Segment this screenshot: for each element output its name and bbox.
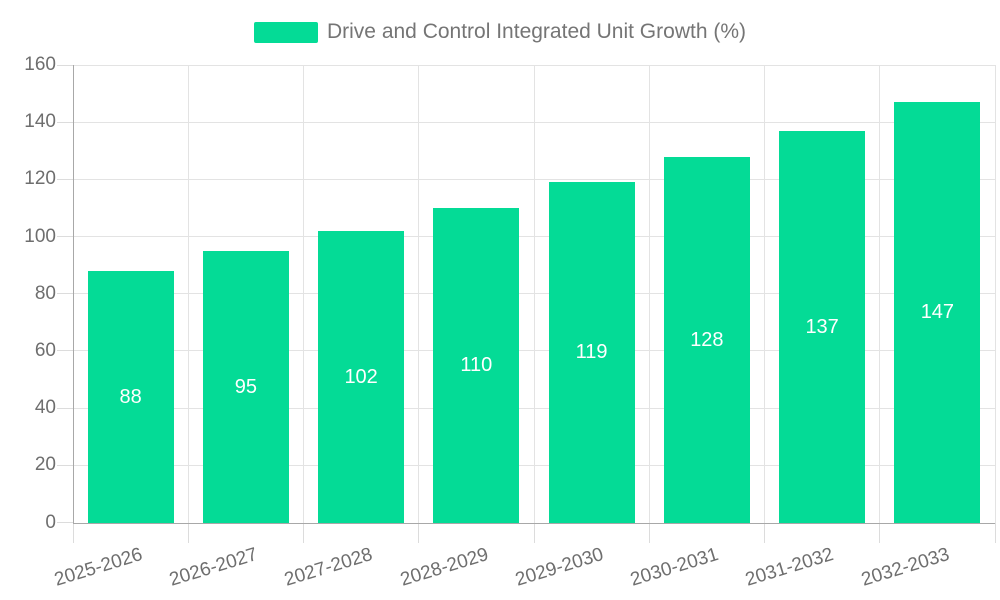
x-axis-line xyxy=(73,522,995,524)
y-axis-tick xyxy=(57,350,73,352)
bar-value-label: 119 xyxy=(575,341,608,364)
y-axis-line xyxy=(72,65,74,523)
x-grid-line xyxy=(764,65,765,523)
x-grid-line xyxy=(648,65,650,523)
x-category-label: 2030-2031 xyxy=(627,543,722,591)
bar xyxy=(779,130,866,523)
x-grid-line xyxy=(187,65,189,523)
x-axis-tick xyxy=(994,523,996,543)
bar-value-label: 128 xyxy=(690,328,724,351)
legend-swatch-icon xyxy=(253,21,318,43)
y-tick-label: 20 xyxy=(34,454,56,476)
bar-value-label: 95 xyxy=(234,375,257,398)
y-tick-label: 140 xyxy=(24,111,56,133)
y-axis-tick xyxy=(57,464,73,466)
bar xyxy=(202,250,289,523)
bar xyxy=(318,230,405,523)
bar-value-label: 102 xyxy=(344,365,378,388)
x-category-label: 2026-2027 xyxy=(166,543,261,591)
y-tick-label: 160 xyxy=(24,54,56,75)
x-axis-tick xyxy=(533,523,535,543)
x-category-label: 2031-2032 xyxy=(743,543,837,591)
bar xyxy=(433,207,520,523)
y-axis-tick xyxy=(57,64,73,66)
y-tick-label: 60 xyxy=(34,339,56,361)
y-tick-label: 40 xyxy=(34,397,56,419)
legend-label: Drive and Control Integrated Unit Growth… xyxy=(326,20,746,43)
x-category-label: 2032-2033 xyxy=(858,543,952,591)
x-category-label: 2028-2029 xyxy=(397,543,491,591)
y-axis-tick xyxy=(57,236,73,238)
x-axis-tick xyxy=(418,523,420,543)
x-category-label: 2025-2026 xyxy=(51,543,145,591)
y-tick-label: 0 xyxy=(45,511,56,533)
y-axis-tick xyxy=(57,178,73,180)
x-category-label: 2027-2028 xyxy=(282,543,376,591)
x-axis-tick xyxy=(187,523,189,543)
x-axis-tick xyxy=(303,523,304,543)
x-grid-line xyxy=(879,65,881,523)
y-axis-tick xyxy=(57,293,73,295)
bar xyxy=(548,182,635,523)
bar xyxy=(663,156,750,523)
x-axis-tick xyxy=(648,523,650,543)
x-grid-line xyxy=(994,65,996,523)
y-tick-label: 120 xyxy=(24,168,56,190)
bar-value-label: 137 xyxy=(805,315,839,338)
bar-value-label: 147 xyxy=(920,301,955,324)
y-tick-label: 80 xyxy=(34,282,56,304)
x-axis-tick xyxy=(879,523,881,543)
y-axis-tick xyxy=(57,121,73,123)
bar-value-label: 88 xyxy=(119,385,142,408)
x-axis-tick xyxy=(72,523,74,543)
x-axis-tick xyxy=(764,523,765,543)
legend[interactable]: Drive and Control Integrated Unit Growth… xyxy=(0,20,1000,44)
y-axis-tick xyxy=(57,407,73,409)
y-axis-tick xyxy=(57,522,73,523)
bar xyxy=(87,270,174,523)
bar xyxy=(894,102,981,523)
x-grid-line xyxy=(418,65,420,523)
bar-value-label: 110 xyxy=(460,354,493,377)
x-grid-line xyxy=(303,65,304,523)
x-category-label: 2029-2030 xyxy=(512,543,606,591)
x-grid-line xyxy=(533,65,535,523)
y-tick-label: 100 xyxy=(24,225,56,247)
